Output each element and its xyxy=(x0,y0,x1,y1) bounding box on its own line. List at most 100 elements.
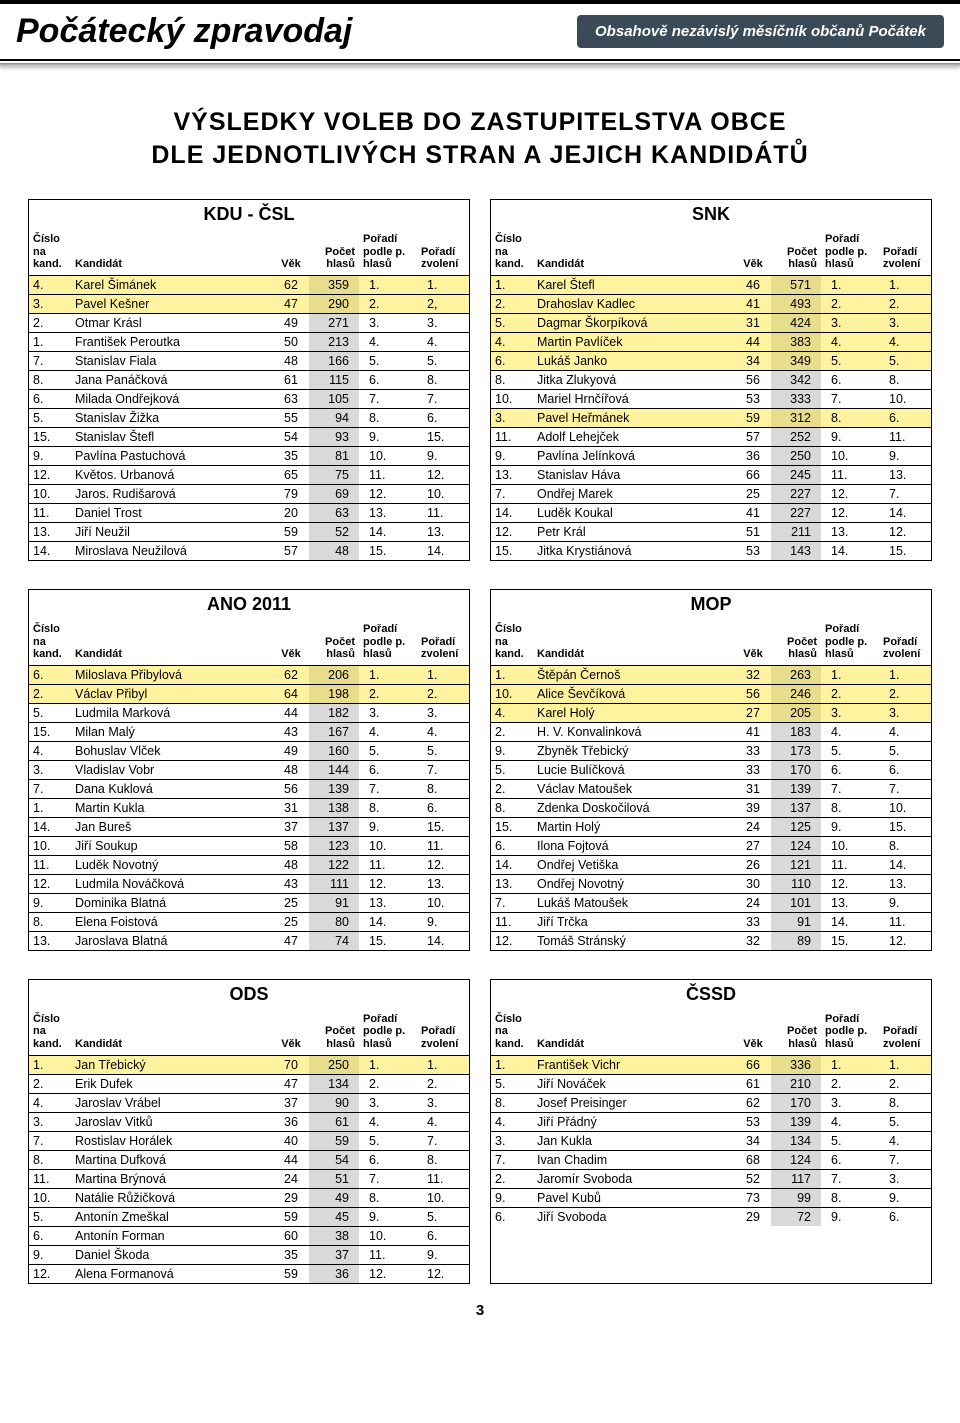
cell: Jaroslav Vrábel xyxy=(71,1093,273,1112)
cell: 64 xyxy=(273,684,309,703)
cell: 9. xyxy=(417,1245,469,1264)
cell: 9. xyxy=(359,427,417,446)
cell: 3. xyxy=(359,703,417,722)
cell: 61 xyxy=(273,370,309,389)
table-row: 1.František Peroutka502134.4. xyxy=(29,332,469,351)
cell: 89 xyxy=(771,931,821,950)
cell: 4. xyxy=(359,1112,417,1131)
cell: 14. xyxy=(821,541,879,560)
column-header: Počethlasů xyxy=(771,621,821,665)
table-row: 3.Jaroslav Vitků36614.4. xyxy=(29,1112,469,1131)
cell: Daniel Trost xyxy=(71,503,273,522)
cell: 336 xyxy=(771,1055,821,1074)
cell: 1. xyxy=(879,1055,931,1074)
cell: 12. xyxy=(879,522,931,541)
table-row: 10.Jiří Soukup5812310.11. xyxy=(29,836,469,855)
results-table: Číslonakand.KandidátVěkPočethlasůPořadíp… xyxy=(491,621,931,950)
cell: 27 xyxy=(735,836,771,855)
cell: 7. xyxy=(879,779,931,798)
cell: 11. xyxy=(879,427,931,446)
cell: 9. xyxy=(821,1207,879,1226)
cell: Jan Třebický xyxy=(71,1055,273,1074)
cell: 9. xyxy=(879,1188,931,1207)
cell: 105 xyxy=(309,389,359,408)
party-grid: KDU - ČSLČíslonakand.KandidátVěkPočethla… xyxy=(28,199,932,1284)
cell: 58 xyxy=(273,836,309,855)
table-row: 2.Erik Dufek471342.2. xyxy=(29,1074,469,1093)
cell: 11. xyxy=(29,855,71,874)
cell: 211 xyxy=(771,522,821,541)
cell: 8. xyxy=(879,836,931,855)
headline-line1: VÝSLEDKY VOLEB DO ZASTUPITELSTVA OBCE xyxy=(28,106,932,139)
cell: 2. xyxy=(417,1074,469,1093)
table-row: 9.Daniel Škoda353711.9. xyxy=(29,1245,469,1264)
cell: Jaroslav Vitků xyxy=(71,1112,273,1131)
cell: 5. xyxy=(879,351,931,370)
cell: 9. xyxy=(491,446,533,465)
cell: 8. xyxy=(821,1188,879,1207)
cell: 37 xyxy=(273,817,309,836)
cell: 7. xyxy=(879,484,931,503)
cell: 2. xyxy=(29,684,71,703)
cell: 39 xyxy=(735,798,771,817)
cell: 4. xyxy=(491,1112,533,1131)
cell: 11. xyxy=(491,912,533,931)
cell: 160 xyxy=(309,741,359,760)
cell: Karel Štefl xyxy=(533,275,735,294)
cell: 15. xyxy=(417,427,469,446)
cell: 5. xyxy=(29,408,71,427)
cell: 13. xyxy=(491,874,533,893)
party-block: ANO 2011Číslonakand.KandidátVěkPočethlas… xyxy=(28,589,470,951)
cell: 227 xyxy=(771,484,821,503)
column-header: Pořadípodle p.hlasů xyxy=(821,231,879,275)
cell: 9. xyxy=(359,1207,417,1226)
cell: 6. xyxy=(821,370,879,389)
cell: 10. xyxy=(359,446,417,465)
cell: 125 xyxy=(771,817,821,836)
cell: 44 xyxy=(273,703,309,722)
cell: 10. xyxy=(29,836,71,855)
cell: Stanislav Žižka xyxy=(71,408,273,427)
cell: 424 xyxy=(771,313,821,332)
cell: 8. xyxy=(359,408,417,427)
column-header: Kandidát xyxy=(71,231,273,275)
cell: 205 xyxy=(771,703,821,722)
cell: Václav Matoušek xyxy=(533,779,735,798)
cell: 54 xyxy=(273,427,309,446)
table-row: 12.Petr Král5121113.12. xyxy=(491,522,931,541)
cell: 24 xyxy=(735,817,771,836)
column-header: Věk xyxy=(735,231,771,275)
cell: Antonín Forman xyxy=(71,1226,273,1245)
column-header: Počethlasů xyxy=(309,1011,359,1055)
cell: 2. xyxy=(359,1074,417,1093)
cell: 81 xyxy=(309,446,359,465)
table-row: 9.Pavel Kubů73998.9. xyxy=(491,1188,931,1207)
cell: 7. xyxy=(491,1150,533,1169)
cell: 11. xyxy=(417,836,469,855)
cell: 10. xyxy=(29,484,71,503)
cell: 6. xyxy=(417,798,469,817)
cell: Pavel Heřmánek xyxy=(533,408,735,427)
cell: 4. xyxy=(821,1112,879,1131)
column-header: Věk xyxy=(735,1011,771,1055)
table-row: 12.Ludmila Nováčková4311112.13. xyxy=(29,874,469,893)
cell: 7. xyxy=(29,351,71,370)
table-row: 1.František Vichr663361.1. xyxy=(491,1055,931,1074)
cell: 250 xyxy=(771,446,821,465)
cell: 45 xyxy=(309,1207,359,1226)
table-row: 10.Mariel Hrnčířová533337.10. xyxy=(491,389,931,408)
cell: 167 xyxy=(309,722,359,741)
column-header: Pořadízvolení xyxy=(879,621,931,665)
cell: 48 xyxy=(273,351,309,370)
cell: 10. xyxy=(417,1188,469,1207)
cell: 4. xyxy=(29,275,71,294)
cell: 2. xyxy=(359,294,417,313)
table-row: 13.Stanislav Háva6624511.13. xyxy=(491,465,931,484)
cell: 41 xyxy=(735,503,771,522)
party-name: ODS xyxy=(29,980,469,1011)
cell: 8. xyxy=(821,798,879,817)
table-row: 4.Karel Holý272053.3. xyxy=(491,703,931,722)
cell: 91 xyxy=(309,893,359,912)
cell: 7. xyxy=(491,893,533,912)
cell: 41 xyxy=(735,294,771,313)
